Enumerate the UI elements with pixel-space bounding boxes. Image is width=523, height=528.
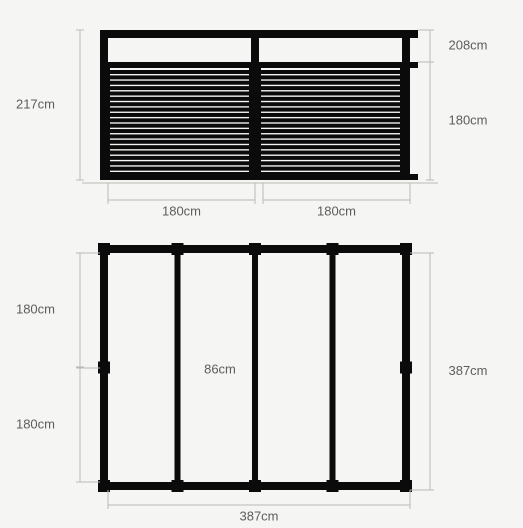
slat [110,86,249,90]
connector [400,362,412,374]
slat [110,113,249,117]
slat [261,124,400,128]
panel-frame [400,68,402,180]
slat [261,134,400,138]
slat [261,97,400,101]
slat [261,86,400,90]
dim-180cm-right: 180cm [448,112,487,127]
slat [110,134,249,138]
panel-frame [259,68,261,180]
slat [110,151,249,155]
slat [261,102,400,106]
dim-180cm-plan-1: 180cm [16,416,55,431]
slat [110,161,249,165]
connector [172,243,184,255]
connector [327,243,339,255]
drawing-svg: 217cm 208cm 180cm 180cm 180cm 180cm 180cm 86cm 3… [0,0,523,523]
joist-2 [330,245,336,490]
panel-frame [108,68,110,180]
dim-180cm-plan-0: 180cm [16,301,55,316]
slat [110,118,249,122]
header-rail [100,62,418,68]
connector [172,480,184,492]
post-0 [100,30,108,180]
slat [110,97,249,101]
slat [110,145,249,149]
slat [261,156,400,160]
slat [261,140,400,144]
slat [110,102,249,106]
connector [249,243,261,255]
slat [110,81,249,85]
dim-208cm: 208cm [448,37,487,52]
slat [110,75,249,79]
slat [110,124,249,128]
post-1 [251,30,259,180]
dim-387cm-right: 387cm [448,363,487,378]
slat [261,70,400,74]
slat [261,145,400,149]
panel-frame [249,68,251,180]
slat [261,129,400,133]
slat [261,81,400,85]
slat [110,140,249,144]
dim-387cm-bottom: 387cm [239,508,278,523]
slat [261,113,400,117]
slat [261,91,400,95]
slat [110,129,249,133]
slat [261,151,400,155]
dim-86cm: 86cm [204,361,236,376]
dim-180cm-bottom-0: 180cm [162,203,201,218]
technical-drawing: 217cm 208cm 180cm 180cm 180cm 180cm 180cm 86cm 3… [0,0,523,523]
slat [110,108,249,112]
slat [110,167,249,171]
slat [110,70,249,74]
slat [261,108,400,112]
slat [110,156,249,160]
connector [327,480,339,492]
joist-1 [252,245,258,490]
slat [261,118,400,122]
dim-180cm-bottom-1: 180cm [317,203,356,218]
slat [261,161,400,165]
bottom-rail [100,174,418,180]
slat [110,91,249,95]
post-2 [402,30,410,180]
slat [261,75,400,79]
connector [249,480,261,492]
slat [261,167,400,171]
dim-217cm: 217cm [16,96,55,111]
joist-0 [175,245,181,490]
